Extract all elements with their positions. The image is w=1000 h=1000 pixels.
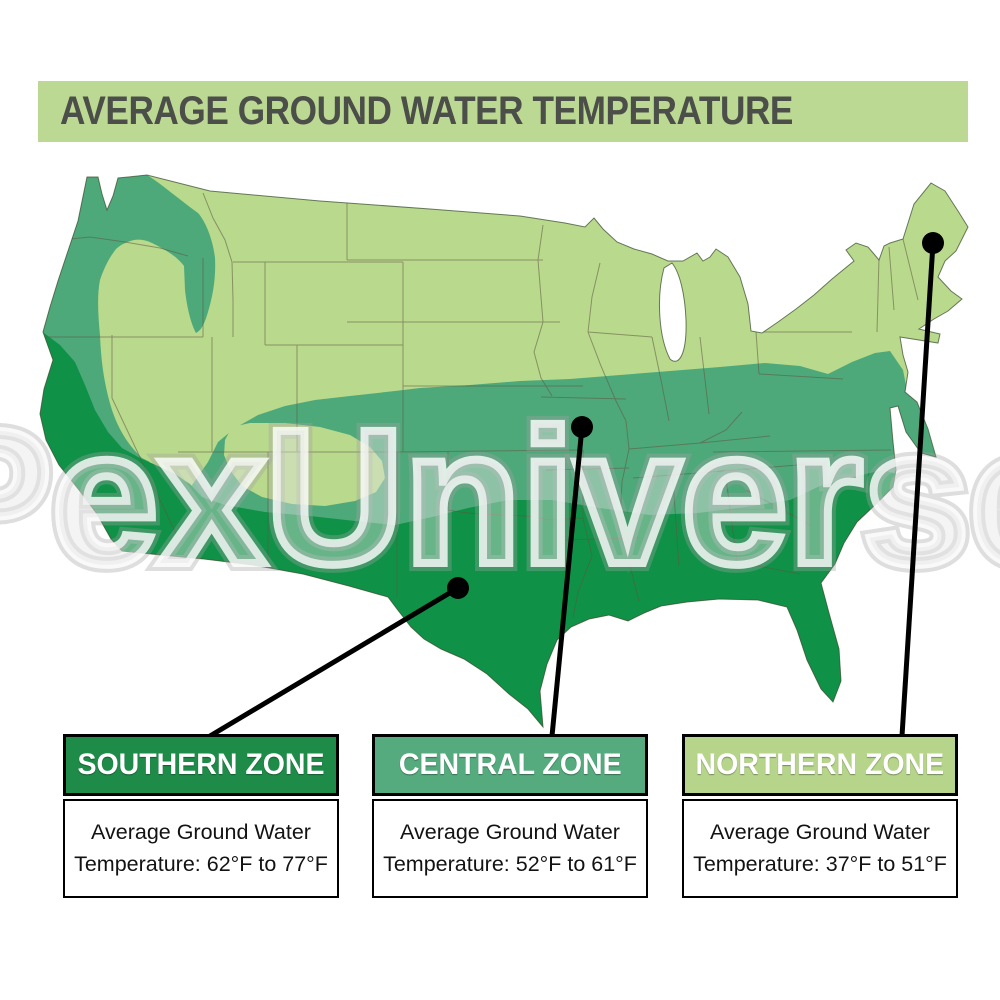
central-zone-body: Average Ground Water Temperature: 52°F t… [372,799,648,898]
northern-zone-box: NORTHERN ZONE Average Ground Water Tempe… [682,734,958,898]
northern-callout-line [899,242,936,737]
southern-map-dot [447,577,469,599]
us-outline [39,174,969,729]
central-callout-line [549,426,585,737]
central-map-dot [571,416,593,438]
northern-map-dot [922,232,944,254]
southern-callout-line [208,585,460,739]
southern-zone-desc-line2: Temperature: 62°F to 77°F [74,852,328,876]
northern-zone-body: Average Ground Water Temperature: 37°F t… [682,799,958,898]
callouts [208,232,944,739]
northern-zone-header: NORTHERN ZONE [682,734,958,796]
central-zone-desc-line1: Average Ground Water [400,820,620,844]
title-banner: AVERAGE GROUND WATER TEMPERATURE [38,81,968,142]
northern-zone-desc-line1: Average Ground Water [710,820,930,844]
central-zone-label: CENTRAL ZONE [398,748,622,781]
northern-zone-label: NORTHERN ZONE [695,748,945,781]
southern-zone-box: SOUTHERN ZONE Average Ground Water Tempe… [63,734,339,898]
central-zone-box: CENTRAL ZONE Average Ground Water Temper… [372,734,648,898]
svg-text:PexUniverse: PexUniverse [0,389,1000,604]
central-zone-header: CENTRAL ZONE [372,734,648,796]
southern-zone-body: Average Ground Water Temperature: 62°F t… [63,799,339,898]
southern-zone-header: SOUTHERN ZONE [63,734,339,796]
northern-zone-desc-line2: Temperature: 37°F to 51°F [693,852,947,876]
southern-zone-label: SOUTHERN ZONE [77,748,325,781]
state-borders [44,192,919,619]
southern-zone-desc-line1: Average Ground Water [91,820,311,844]
central-zone-desc-line2: Temperature: 52°F to 61°F [383,852,637,876]
watermark: PexUniverse PexUniverse [0,381,1000,612]
svg-text:PexUniverse: PexUniverse [0,389,1000,604]
page-title: AVERAGE GROUND WATER TEMPERATURE [60,89,793,133]
northern-zone-tongue-region [224,423,385,506]
